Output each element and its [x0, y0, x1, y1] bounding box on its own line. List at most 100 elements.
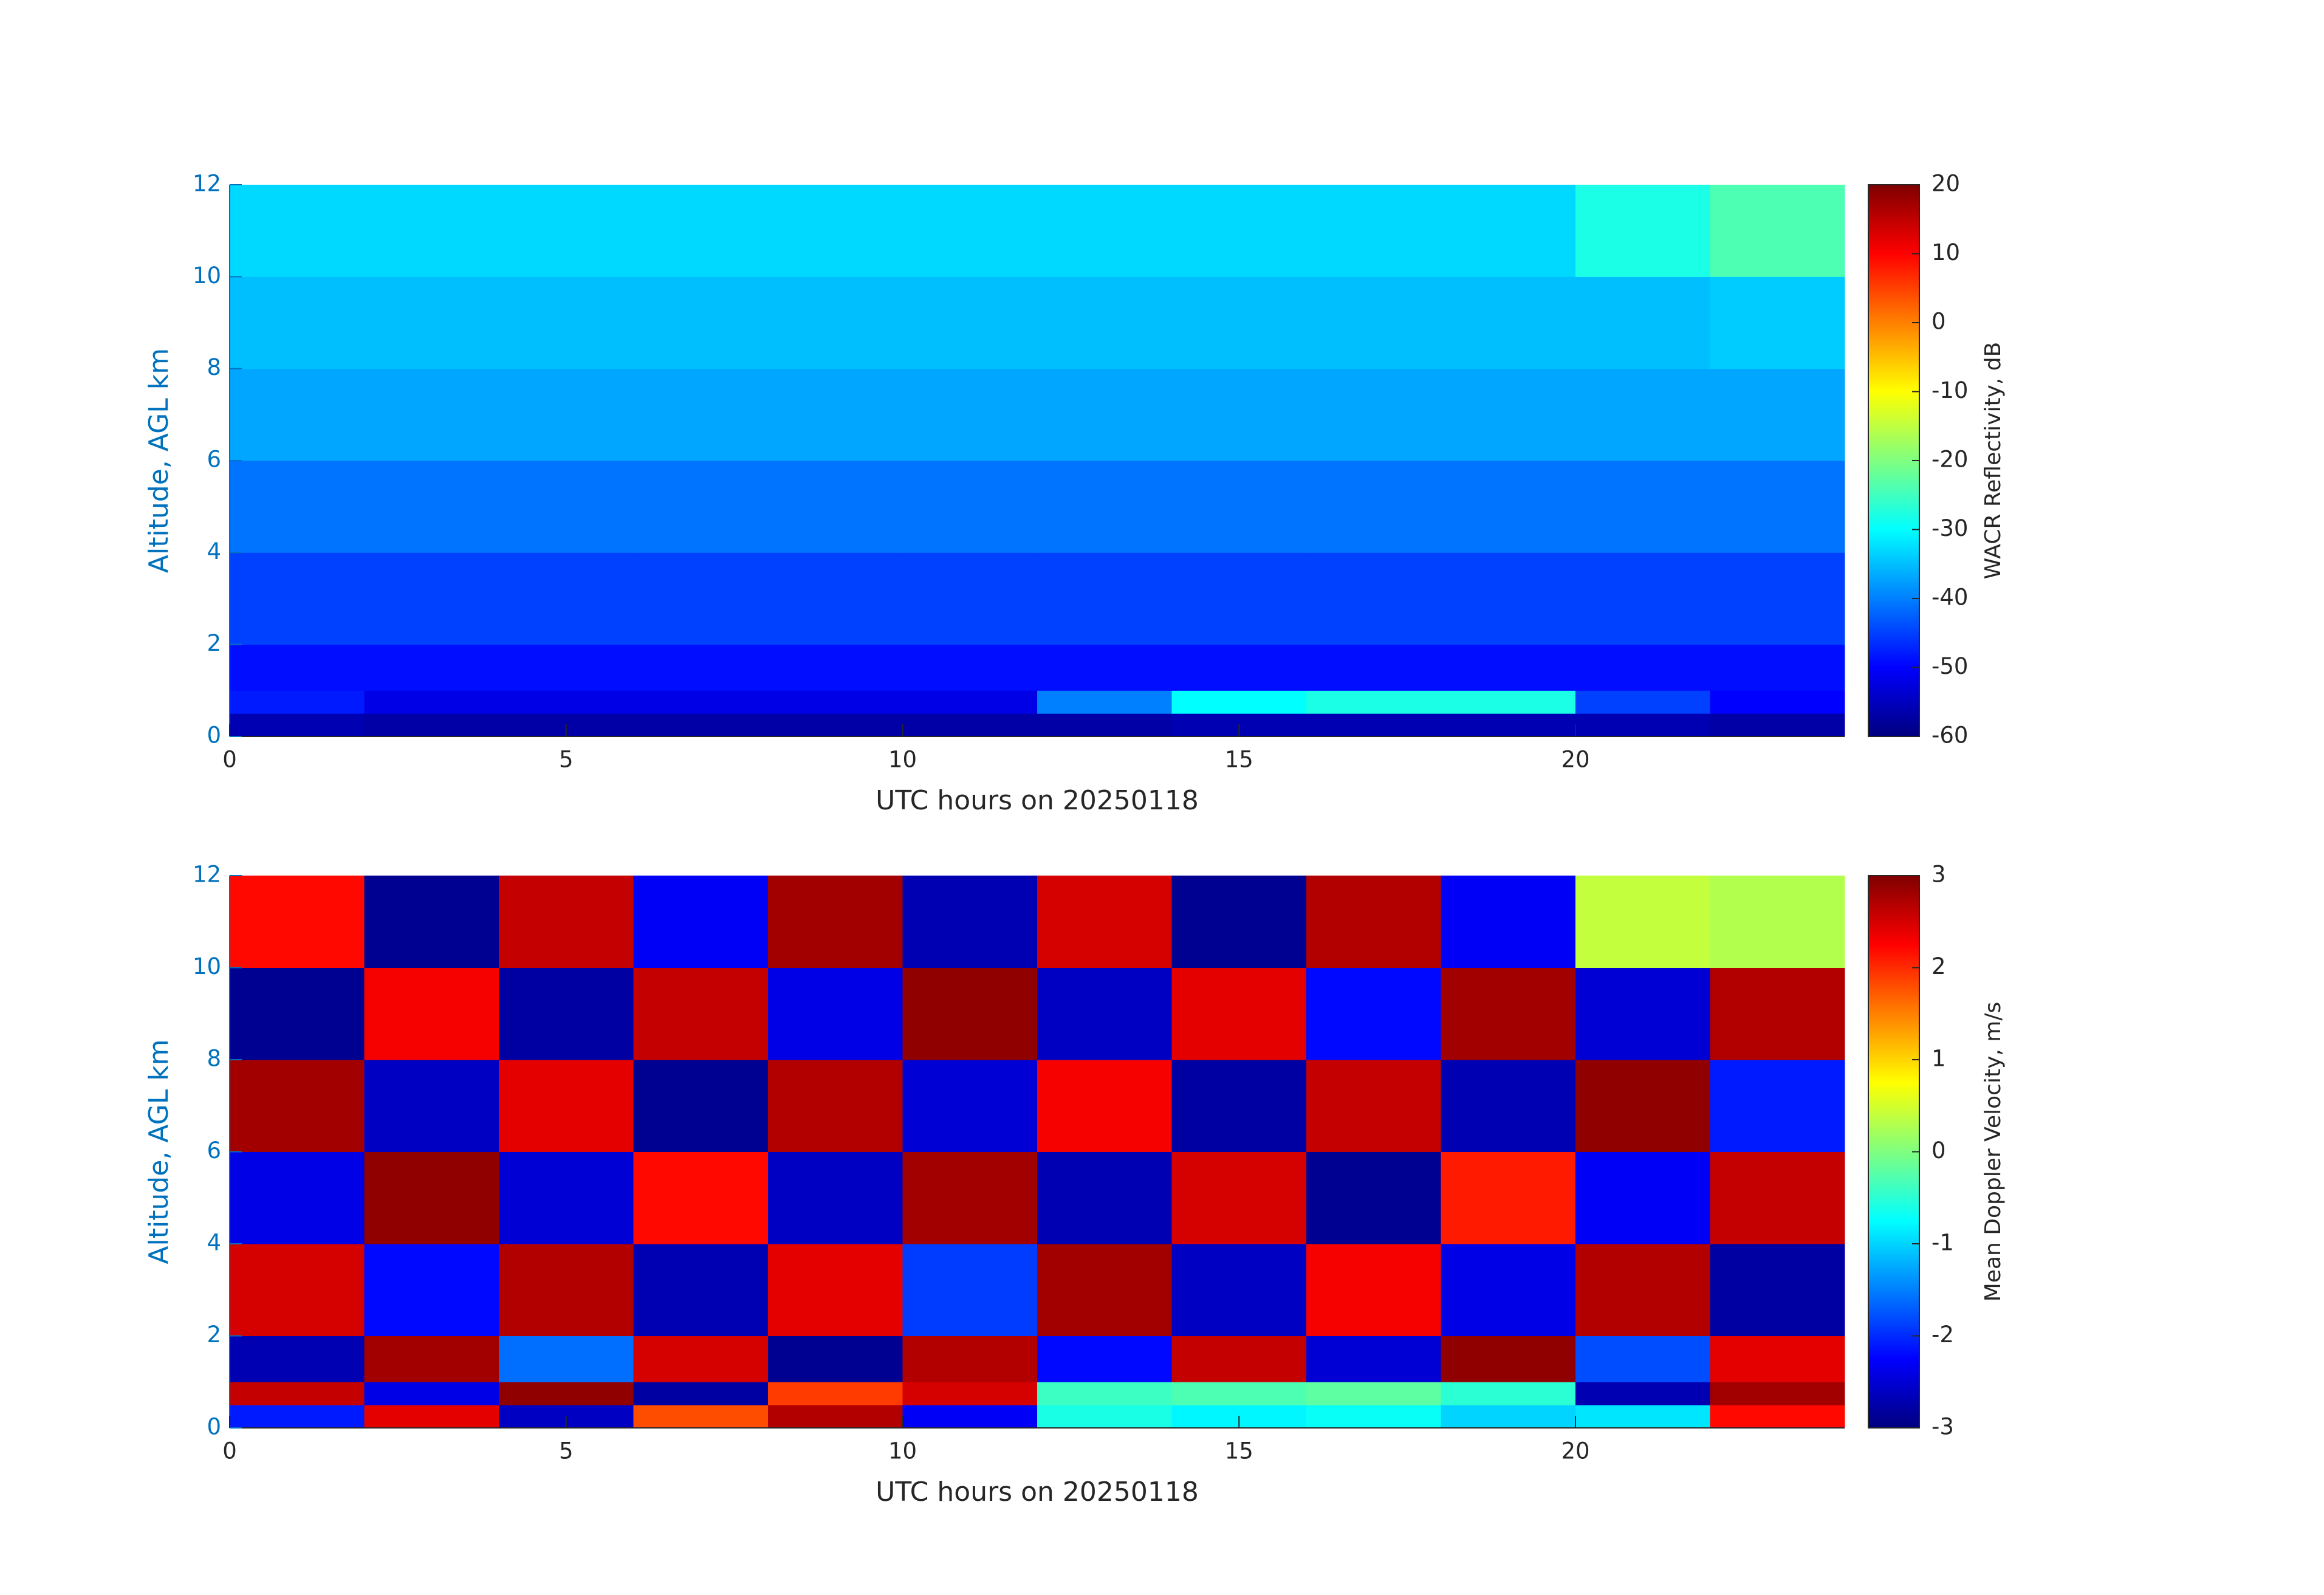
colorbar-tick-label: -60 [1932, 722, 1968, 749]
heat-cell [1037, 185, 1172, 277]
heat-cell [364, 713, 499, 737]
heat-cell [1575, 461, 1710, 553]
heat-cell [768, 1382, 903, 1405]
heat-cell [499, 368, 634, 461]
heat-cell [1575, 1336, 1710, 1382]
heat-cell [633, 1336, 769, 1382]
heat-cell [230, 1336, 365, 1382]
heat-cell [633, 461, 769, 553]
heat-cell [364, 552, 499, 645]
x-axis-label: UTC hours on 20250118 [876, 785, 1199, 816]
heat-cell [1171, 876, 1307, 968]
heat-cell [499, 690, 634, 714]
heat-cell [1710, 276, 1845, 369]
heat-cell [1037, 1336, 1172, 1382]
heat-cell [1306, 1382, 1441, 1405]
heat-cell [633, 1405, 769, 1429]
heat-cell [768, 1336, 903, 1382]
heat-cell [902, 1336, 1038, 1382]
heat-cell [1037, 644, 1172, 691]
heat-cell [1441, 1382, 1576, 1405]
heat-cell [1441, 644, 1576, 691]
heat-cell [230, 967, 365, 1060]
heat-cell [1037, 276, 1172, 369]
heat-cell [1306, 368, 1441, 461]
x-tick-label: 15 [1225, 747, 1253, 773]
heat-cell [499, 1151, 634, 1244]
heat-cell [1575, 876, 1710, 968]
heat-cell [633, 185, 769, 277]
heat-cell [768, 876, 903, 968]
colorbar-tick-label: -50 [1932, 653, 1968, 679]
heat-cell [633, 552, 769, 645]
colorbar-tick-label: -10 [1932, 377, 1968, 403]
heat-cell [1710, 552, 1845, 645]
heat-cell [1171, 552, 1307, 645]
x-tick-label: 10 [888, 747, 917, 773]
heat-cell [499, 276, 634, 369]
heat-cell [230, 690, 365, 714]
heat-cell [364, 1060, 499, 1152]
heat-cell [1171, 276, 1307, 369]
heat-cell [1037, 368, 1172, 461]
heat-cell [1037, 690, 1172, 714]
heat-cell [902, 368, 1038, 461]
heat-cell [902, 1151, 1038, 1244]
heat-cell [1306, 1336, 1441, 1382]
heat-cell [1306, 713, 1441, 737]
colorbar-tick-label: -3 [1932, 1414, 1954, 1440]
x-tick-label: 0 [222, 1438, 237, 1464]
heat-cell [1037, 552, 1172, 645]
heat-cell [230, 1405, 365, 1429]
heat-cell [633, 276, 769, 369]
heat-cell [1710, 185, 1845, 277]
heat-cell [1171, 368, 1307, 461]
heat-cell [902, 1382, 1038, 1405]
heat-cell [364, 185, 499, 277]
x-tick-label: 0 [222, 747, 237, 773]
heat-cell [902, 1405, 1038, 1429]
x-tick-label: 20 [1561, 1438, 1589, 1464]
heat-cell [1441, 690, 1576, 714]
heat-cell [1306, 552, 1441, 645]
heat-cell [768, 276, 903, 369]
heat-cell [499, 1244, 634, 1336]
heat-cell [1441, 876, 1576, 968]
heat-cell [1306, 967, 1441, 1060]
heat-cell [1710, 1244, 1845, 1336]
heat-cell [633, 368, 769, 461]
heat-cell [1710, 1060, 1845, 1152]
heat-cell [1710, 368, 1845, 461]
heat-cell [768, 1244, 903, 1336]
colorbar-tick-label: -1 [1932, 1230, 1954, 1256]
heat-cell [1306, 1405, 1441, 1429]
heat-cell [1171, 461, 1307, 553]
heat-cell [1037, 1244, 1172, 1336]
heat-cell [1037, 461, 1172, 553]
colorbar-tick-label: -2 [1932, 1322, 1954, 1348]
heat-cell [1037, 1382, 1172, 1405]
heat-cell [1441, 1405, 1576, 1429]
heat-cell [633, 1060, 769, 1152]
heat-cell [1575, 713, 1710, 737]
heat-cell [633, 967, 769, 1060]
heat-cell [1037, 1151, 1172, 1244]
heat-cell [1710, 967, 1845, 1060]
heat-cell [230, 1060, 365, 1152]
heat-cell [1575, 368, 1710, 461]
x-tick-label: 20 [1561, 747, 1589, 773]
heat-cell [499, 1382, 634, 1405]
heat-cell [1575, 276, 1710, 369]
heat-cell [1575, 1405, 1710, 1429]
heat-cell [1441, 368, 1576, 461]
x-tick-label: 15 [1225, 1438, 1253, 1464]
heat-cell [1441, 967, 1576, 1060]
heat-cell [1306, 1151, 1441, 1244]
x-axis-label: UTC hours on 20250118 [876, 1477, 1199, 1508]
heat-cell [1037, 1060, 1172, 1152]
y-tick-label: 6 [207, 1137, 221, 1164]
heat-cell [902, 276, 1038, 369]
heat-cell [230, 1151, 365, 1244]
heat-cell [230, 876, 365, 968]
